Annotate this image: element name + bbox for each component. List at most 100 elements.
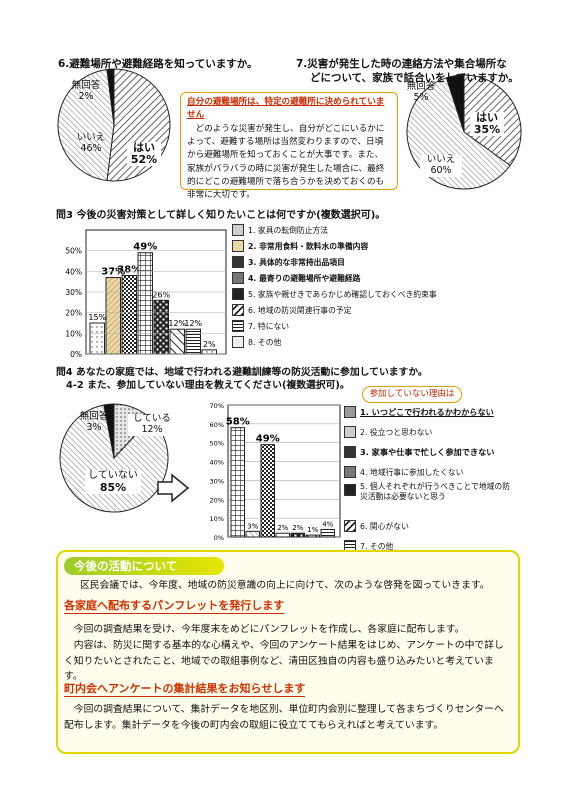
bar-value-label: 15% — [88, 313, 106, 322]
legend-swatch — [344, 446, 356, 458]
y-tick-label: 50% — [65, 247, 82, 256]
bar — [89, 322, 105, 355]
bar — [305, 534, 320, 538]
activity-box — [56, 550, 520, 754]
bar — [260, 444, 275, 538]
q7-no-text: いいえ — [426, 154, 456, 165]
legend-label: 6. 地域の防災関連行事の予定 — [248, 305, 352, 315]
y-tick-label: 40% — [210, 459, 224, 467]
activity-paragraph-1b: 内容は、防災に関する基本的な心構えや、今回のアンケート結果をはじめ、アンケートの… — [64, 640, 504, 683]
q7-yes-text: はい — [476, 111, 498, 124]
legend-swatch — [344, 484, 356, 496]
legend-swatch — [232, 224, 244, 236]
bar-value-label: 2% — [292, 524, 303, 532]
y-tick-label: 30% — [210, 477, 224, 485]
legend-label: 5. 家族や親せきであらかじめ確認しておくべき約束事 — [248, 289, 437, 299]
q4-yes-text: している — [133, 413, 171, 424]
q4-label-noanswer: 無回答 3% — [74, 411, 114, 434]
q4-label-no: していない 85% — [85, 470, 141, 495]
bar-value-label: 26% — [152, 290, 170, 299]
y-tick-label: 20% — [210, 496, 224, 504]
q7-noanswer-text: 無回答 — [406, 81, 436, 92]
bar — [185, 328, 201, 355]
bar — [290, 532, 305, 538]
q6-label-noanswer: 無回答 2% — [66, 80, 106, 103]
q6-no-text: いいえ — [76, 132, 106, 143]
q4-label-yes: している 12% — [128, 413, 176, 436]
activity-paragraph-2: 今回の調査結果について、集計データを地区別、単位町内会別に整理して各まちづくりセ… — [64, 704, 504, 731]
q4-no-text: していない — [88, 470, 138, 481]
pie-chart-q6 — [57, 68, 171, 182]
bar-value-label: 49% — [133, 242, 157, 253]
bar-chart-q4-2: 70% 60% 50% 40% 30% 20% 10% 0% 58% 3% 49% 2% 2% 1% 4% — [210, 402, 341, 542]
y-tick-label: 60% — [210, 421, 224, 429]
bar — [320, 528, 335, 538]
legend-label: 6. 関心がない — [360, 521, 409, 531]
q4-no-pct: 85% — [99, 480, 127, 494]
q7-noanswer-pct: 5% — [413, 91, 429, 103]
q3-legend-item-7: 7. 特にない — [232, 318, 482, 334]
pie-slice-noanswer — [106, 68, 115, 126]
legend-swatch — [344, 406, 356, 418]
pie-slice-no — [57, 68, 115, 182]
bar-value-label: 12% — [168, 319, 186, 328]
q6-yes-pct: 52% — [130, 153, 158, 167]
q3-legend-item-5: 5. 家族や親せきであらかじめ確認しておくべき約束事 — [232, 286, 482, 302]
legend-label: 2. 役立つと思わない — [360, 427, 433, 437]
q42-legend-item-4: 4. 地域行事に参加したくない — [344, 462, 514, 482]
q7-title-line1: 7.災害が発生した時の連絡方法や集合場所な — [296, 58, 507, 70]
pie-slice-noanswer — [103, 403, 115, 459]
q6-title: 6.避難場所や避難経路を知っていますか。 — [58, 58, 258, 70]
q4-noanswer-pct: 3% — [86, 421, 102, 433]
bar-value-label: 49% — [256, 434, 280, 445]
q4-title-line2: 4-2 また、参加していない理由を教えてください(複数選択可)。 — [66, 380, 350, 391]
bar — [105, 277, 121, 355]
bar-value-label: 2% — [203, 340, 216, 349]
legend-label: 3. 家事や仕事で忙しく参加できない — [360, 447, 495, 457]
legend-label: 7. 特にない — [248, 321, 290, 331]
note-title: 自分の避難場所は、特定の避難所に決められていません — [187, 97, 385, 121]
activity-paragraph-1a: 今回の調査結果を受け、今年度末をめどにパンフレットを作成し、各家庭に配布します。 — [73, 624, 465, 635]
legend-swatch — [232, 320, 244, 332]
q42-legend-item-2: 2. 役立つと思わない — [344, 422, 514, 442]
bar — [121, 274, 137, 355]
activity-intro: 区民会議では、今年度、地域の防災意識の向上に向けて、次のような啓発を図っていきま… — [80, 580, 490, 591]
q3-legend-item-2: 2. 非常用食料・飲料水の準備内容 — [232, 238, 482, 254]
q7-label-no: いいえ 60% — [420, 154, 462, 177]
q7-label-yes: はい 35% — [470, 111, 504, 137]
bar — [137, 252, 153, 355]
reason-pill: 参加していない理由は — [362, 386, 462, 403]
q42-legend-item-6: 6. 関心がない — [344, 516, 514, 536]
legend-swatch — [232, 304, 244, 316]
y-tick-label: 0% — [214, 534, 224, 542]
legend-label: 5. 個人それぞれが行うべきことで地域の防災活動は必要ないと思う — [360, 482, 511, 502]
q3-legend-item-8: 8. その他 — [232, 334, 482, 350]
legend-swatch — [344, 426, 356, 438]
bar-value-label: 3% — [247, 522, 258, 530]
bar — [230, 427, 245, 538]
bar-value-label: 58% — [226, 417, 250, 428]
q6-label-no: いいえ 46% — [71, 132, 111, 155]
q4-yes-pct: 12% — [141, 423, 163, 435]
legend-label: 1. いつどこで行われるかわからない — [360, 407, 494, 417]
q6-label-yes: はい 52% — [127, 141, 161, 167]
q42-legend-item-5: 5. 個人それぞれが行うべきことで地域の防災活動は必要ないと思う — [344, 482, 514, 516]
legend-label: 3. 具体的な非常持出品項目 — [248, 257, 345, 267]
bar — [245, 530, 260, 538]
y-tick-label: 30% — [65, 288, 82, 297]
note-box: 自分の避難場所は、特定の避難所に決められていません どのような災害が発生し、自分… — [180, 92, 398, 200]
legend-label: 4. 最寄りの避難場所や避難経路 — [248, 273, 361, 283]
legend-swatch — [232, 336, 244, 348]
legend-swatch — [232, 288, 244, 300]
q7-title-line2: どについて、家族で話合いをしていますか。 — [310, 72, 519, 84]
legend-swatch — [232, 256, 244, 268]
q7-label-noanswer: 無回答 5% — [401, 81, 441, 104]
q3-legend-item-6: 6. 地域の防災関連行事の予定 — [232, 302, 482, 318]
q3-legend-item-3: 3. 具体的な非常持出品項目 — [232, 254, 482, 270]
bar — [169, 328, 185, 355]
q42-legend-item-3: 3. 家事や仕事で忙しく参加できない — [344, 442, 514, 462]
bar-value-label: 1% — [307, 526, 318, 534]
bar — [275, 532, 290, 538]
legend-label: 7. その他 — [360, 541, 394, 551]
